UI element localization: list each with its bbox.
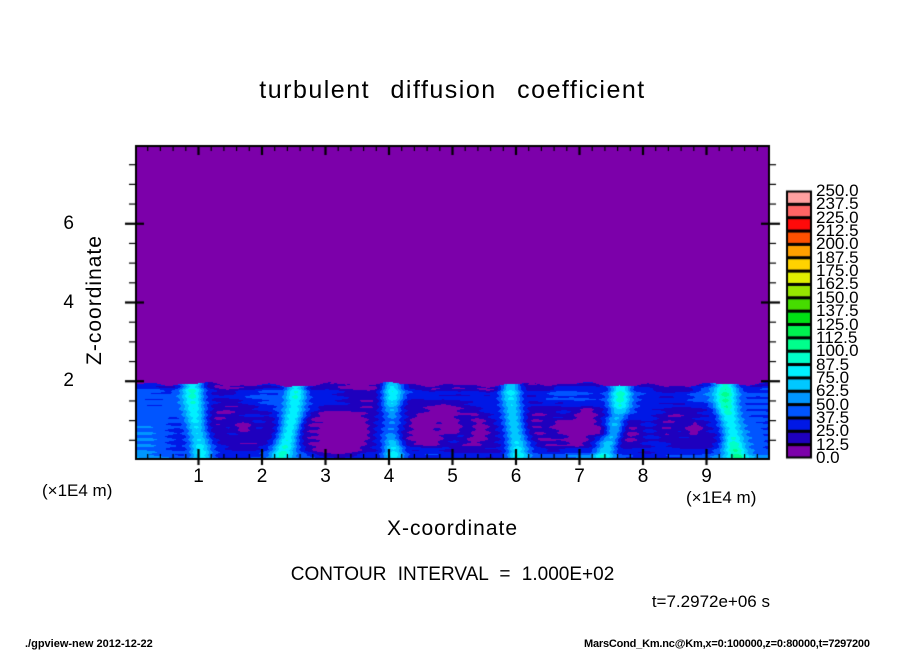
x-tick-label: 8 [637,466,649,487]
colorbar-level-label: 137.5 [816,301,859,321]
footer-command: ./gpview-new 2012-12-22 [25,638,153,650]
contour-interval-note: CONTOUR INTERVAL = 1.000E+02 [290,564,615,585]
colorbar-level-label: 187.5 [816,247,859,267]
z-tick-label: 6 [63,212,74,234]
x-tick-label: 4 [383,466,395,487]
colorbar-level-label: 162.5 [816,274,859,294]
colorbar-level-label: 62.5 [816,381,850,401]
colorbar-level-label: 12.5 [816,434,850,454]
z-axis-label: Z-coordinate [83,235,106,365]
z-axis-unit: (×1E4 m) [42,481,113,500]
x-tick-label: 7 [574,466,585,487]
colorbar-level-label: 125.0 [816,314,859,334]
colorbar-level-label: 112.5 [816,327,858,347]
time-annotation: t=7.2972e+06 s [651,592,770,611]
colorbar-level-label: 175.0 [816,261,859,281]
chart-title: turbulent diffusion coefficient [259,76,646,104]
x-axis-label: X-coordinate [386,517,519,540]
colorbar-level-label: 100.0 [816,341,859,361]
colorbar-level-label: 212.5 [816,221,859,241]
x-tick-label: 2 [256,466,268,487]
colorbar-level-label: 75.0 [816,367,850,387]
colorbar-level-label: 37.5 [816,407,850,427]
x-tick-label: 5 [447,466,458,487]
x-axis-unit: (×1E4 m) [686,488,757,507]
colorbar-level-label: 225.0 [816,207,859,227]
colorbar-level-label: 0.0 [816,448,840,467]
x-tick-label: 9 [701,466,712,487]
colorbar-level-label: 25.0 [816,421,850,441]
colorbar-level-label: 237.5 [816,194,859,214]
z-tick-label: 4 [63,291,74,313]
colorbar-level-label: 200.0 [816,234,859,254]
x-tick-label: 6 [510,466,522,487]
z-tick-label: 2 [63,370,74,392]
x-tick-label: 3 [320,466,331,487]
colorbar-level-label: 50.0 [816,394,850,414]
x-tick-label: 1 [193,466,204,487]
colorbar-level-label: 150.0 [816,287,859,307]
colorbar-level-label: 87.5 [816,354,850,374]
colorbar-level-label: 250.0 [816,181,859,200]
footer-file-info: MarsCond_Km.nc@Km,x=0:100000,z=0:80000,t… [584,638,870,650]
